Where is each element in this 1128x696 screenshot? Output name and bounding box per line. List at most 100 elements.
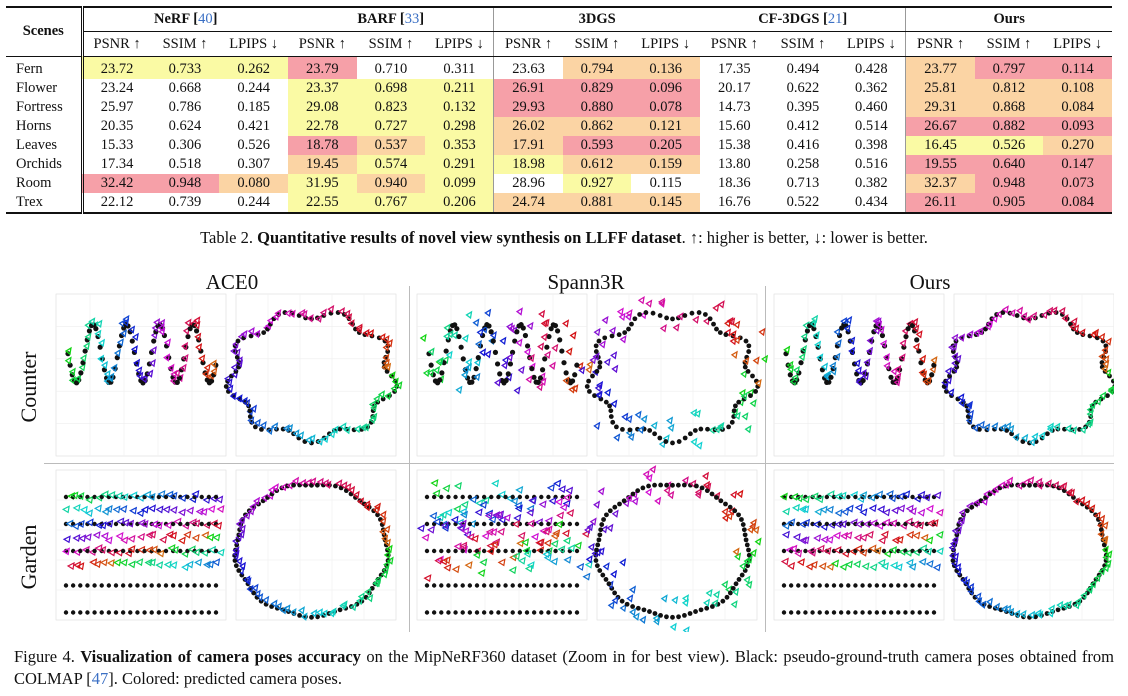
metric-cell: 0.206: [425, 192, 494, 214]
figure-caption-title: Visualization of camera poses accuracy: [80, 647, 361, 666]
citation-link[interactable]: 33: [404, 10, 420, 27]
table-row: Leaves 15.33 0.306 0.526 18.78 0.537 0.353 17.9…: [6, 135, 1112, 155]
metric-cell: 0.880: [562, 97, 632, 117]
scene-name: Horns: [16, 117, 52, 134]
figure-divider: [409, 286, 410, 632]
metric-cell: 0.862: [562, 116, 632, 136]
scene-name: Flower: [16, 79, 58, 96]
metric-header: SSIM ↑: [974, 31, 1044, 57]
figure-caption-text: on the MipNeRF360 dataset (Zoom in for b…: [14, 647, 1114, 688]
pose-plot-counter-top: [941, 293, 1114, 457]
metric-cell: 0.185: [237, 98, 270, 115]
pose-plot-garden-top: [231, 469, 397, 621]
metric-cell: 0.710: [374, 60, 408, 77]
figure-caption: Figure 4. Visualization of camera poses …: [14, 646, 1114, 690]
metric-cell: 0.797: [974, 56, 1044, 79]
metric-cell: 0.829: [562, 78, 632, 98]
metric-cell: 0.412: [786, 117, 820, 134]
metric-cell: 32.37: [905, 173, 975, 193]
group-header-nerf: NeRF [40]: [80, 6, 288, 32]
table-metric-header-row: PSNR ↑ SSIM ↑ LPIPS ↓ PSNR ↑ SSIM ↑ LPIPS ↓ PS…: [6, 31, 1112, 57]
table-caption-title: Quantitative results of novel view synth…: [257, 228, 682, 247]
pose-plot-counter-top: [223, 293, 403, 457]
metric-cell: 14.73: [717, 98, 751, 115]
metric-cell: 0.948: [974, 173, 1044, 193]
method-header-ours: Ours: [909, 270, 951, 294]
metric-cell: 0.115: [649, 174, 682, 191]
metric-cell: 0.291: [425, 154, 494, 174]
metric-cell: 26.02: [493, 116, 563, 136]
metric-header: LPIPS ↓: [425, 31, 494, 57]
metric-cell: 0.518: [168, 155, 202, 172]
pose-plot-garden-side: [416, 469, 593, 621]
metric-cell: 0.145: [631, 192, 700, 214]
metric-header: SSIM ↑: [768, 31, 838, 57]
metric-cell: 25.97: [80, 97, 151, 117]
metric-cell: 0.713: [786, 174, 820, 191]
metric-header: LPIPS ↓: [1043, 31, 1112, 57]
table-caption-prefix: Table 2.: [200, 228, 258, 247]
metric-cell: 0.211: [425, 78, 494, 98]
metric-cell: 0.428: [855, 60, 888, 77]
metric-cell: 23.72: [80, 56, 151, 79]
metric-header: SSIM ↑: [150, 31, 220, 57]
metric-cell: 0.612: [562, 154, 632, 174]
metric-cell: 0.084: [1043, 192, 1112, 214]
pose-plots: [55, 293, 1114, 632]
metric-cell: 0.522: [768, 192, 838, 214]
metric-cell: 17.34: [80, 154, 151, 174]
metric-cell: 0.698: [356, 78, 426, 98]
metric-cell: 26.11: [905, 192, 975, 214]
metric-header: SSIM ↑: [356, 31, 426, 57]
metric-cell: 0.794: [562, 56, 632, 79]
metric-cell: 22.78: [287, 116, 357, 136]
metric-cell: 15.60: [717, 117, 751, 134]
metric-cell: 23.77: [905, 56, 975, 79]
group-header-3dgs: 3DGS: [493, 6, 700, 32]
metric-cell: 0.078: [631, 97, 700, 117]
metric-cell: 0.733: [150, 56, 220, 79]
scene-name: Leaves: [16, 136, 58, 153]
metric-cell: 29.31: [905, 97, 975, 117]
metric-cell: 0.574: [356, 154, 426, 174]
citation-link[interactable]: 47: [91, 669, 109, 688]
pose-plot-garden-top: [948, 469, 1114, 621]
metric-cell: 23.37: [287, 78, 357, 98]
metric-cell: 0.244: [219, 192, 288, 214]
metric-cell: 29.93: [493, 97, 563, 117]
metric-cell: 0.084: [1043, 97, 1112, 117]
metric-cell: 0.948: [150, 173, 220, 193]
metric-cell: 28.96: [493, 173, 563, 193]
citation-link[interactable]: 21: [827, 10, 843, 27]
metric-cell: 18.36: [717, 174, 751, 191]
metric-header: PSNR ↑: [493, 31, 563, 57]
metric-cell: 0.812: [974, 78, 1044, 98]
metric-cell: 0.382: [855, 174, 888, 191]
metric-cell: 0.159: [631, 154, 700, 174]
metric-cell: 0.767: [356, 192, 426, 214]
table-row: Fortress 25.97 0.786 0.185 29.08 0.823 0.132 29…: [6, 97, 1112, 117]
metric-cell: 31.95: [287, 173, 357, 193]
metric-cell: 26.67: [905, 116, 975, 136]
metric-cell: 15.38: [717, 136, 751, 153]
metric-cell: 23.63: [493, 56, 563, 79]
group-header-ours: Ours: [905, 6, 1112, 32]
citation-link[interactable]: 40: [198, 10, 213, 27]
metric-cell: 0.526: [237, 136, 270, 153]
metric-cell: 0.421: [237, 117, 270, 134]
metric-header: LPIPS ↓: [219, 31, 288, 57]
metric-cell: 0.306: [168, 136, 202, 153]
metric-cell: 0.434: [837, 192, 906, 214]
metric-cell: 0.073: [1043, 173, 1112, 193]
metric-cell: 16.45: [905, 135, 975, 155]
scene-name: Fortress: [16, 98, 63, 115]
pose-plot-garden-side: [55, 469, 227, 621]
metric-cell: 0.537: [356, 135, 426, 155]
metric-cell: 0.494: [786, 60, 820, 77]
metric-header: SSIM ↑: [562, 31, 632, 57]
metric-cell: 0.940: [356, 173, 426, 193]
group-header-barf: BARF [33]: [287, 6, 494, 32]
metric-cell: 0.096: [631, 78, 700, 98]
metric-cell: 0.132: [425, 97, 494, 117]
camera-pose-figure: ACE0 Spann3R Ours Counter Garden: [14, 266, 1114, 632]
